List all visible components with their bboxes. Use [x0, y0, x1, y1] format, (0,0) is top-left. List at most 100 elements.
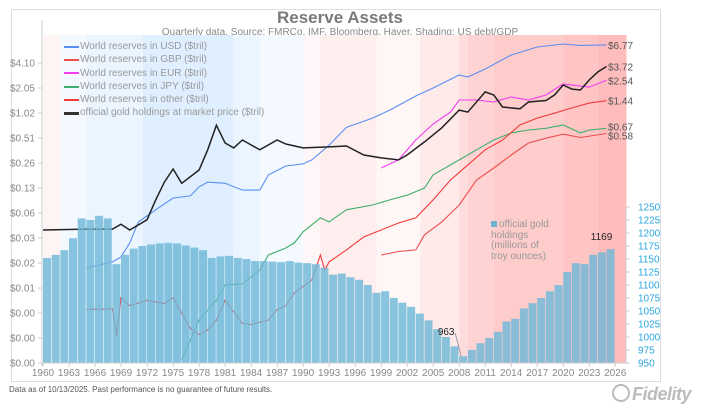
y2-tick-label: 1225 [638, 216, 661, 227]
x-tick-label: 1978 [188, 368, 211, 379]
chart-title: Reserve Assets [276, 8, 403, 27]
x-tick-label: 1984 [240, 368, 263, 379]
legend-label: World reserves in other ($tril) [80, 94, 209, 106]
y2-tick-label: 1075 [638, 294, 661, 305]
x-tick-label: 2011 [474, 368, 496, 379]
gold-holdings-bar [563, 272, 572, 363]
gold-holdings-bar [606, 249, 615, 363]
logo-text: Fidelity [632, 384, 692, 404]
gold-holdings-bar [77, 218, 86, 363]
y-tick-label: $0.51 [10, 134, 35, 145]
legend-label: official gold holdings at market price (… [80, 107, 265, 119]
y-tick-label: $0.02 [10, 259, 35, 270]
series-end-label: $0.58 [608, 132, 633, 143]
legend-swatch [64, 85, 79, 88]
gold-holdings-bar [389, 298, 398, 363]
legend-item-other: World reserves in other ($tril) [64, 93, 264, 106]
series-line-2 [380, 79, 607, 169]
y2-tick-label: 1250 [638, 203, 661, 214]
y2-tick-label: 1050 [638, 307, 661, 318]
gold-holdings-bar [459, 356, 468, 363]
shading-band [467, 35, 494, 363]
gold-holdings-bar [346, 277, 355, 363]
gold-holdings-bar [155, 243, 164, 363]
y2-tick-label: 1100 [638, 281, 660, 292]
series-end-label: $0.67 [608, 122, 633, 133]
series-end-label: $2.54 [608, 76, 633, 87]
gold-holdings-bar [424, 320, 433, 363]
y-tick-label: $0.01 [10, 284, 35, 295]
gold-holdings-bar [95, 215, 104, 363]
x-tick-label: 1960 [32, 368, 55, 379]
legend-item-eur: World reserves in EUR ($tril) [64, 67, 264, 80]
legend: World reserves in USD ($tril) World rese… [64, 40, 264, 120]
gold-holdings-bar [467, 350, 476, 363]
annotation-leader [454, 332, 462, 357]
bar-legend: official gold holdings (millions of troy… [491, 219, 571, 262]
x-tick-label: 1972 [136, 368, 159, 379]
gold-holdings-bar [233, 257, 242, 363]
gold-holdings-bar [519, 308, 528, 363]
gold-holdings-bar [441, 337, 450, 363]
gold-holdings-bar [597, 252, 606, 363]
legend-swatch [64, 45, 79, 48]
x-tick-label: 2023 [578, 368, 601, 379]
gold-holdings-bar [86, 220, 95, 363]
gold-holdings-bar [277, 262, 286, 363]
gold-holdings-bar [181, 245, 190, 363]
gold-holdings-bar [173, 243, 182, 363]
series-end-label: $6.77 [608, 41, 633, 52]
legend-item-gbp: World reserves in GBP ($tril) [64, 53, 264, 66]
gold-holdings-bar [103, 218, 112, 363]
fidelity-logo: Fidelity [612, 384, 692, 405]
x-tick-label: 2005 [422, 368, 445, 379]
gold-holdings-bar [69, 238, 78, 363]
globe-icon [612, 384, 630, 402]
legend-swatch [64, 111, 79, 115]
gold-holdings-bar [415, 313, 424, 363]
x-tick-label: 2026 [604, 368, 627, 379]
x-tick-label: 2020 [552, 368, 575, 379]
gold-holdings-bar [121, 254, 130, 363]
gold-holdings-bar [450, 346, 459, 363]
bar-legend-text: (millions of [491, 240, 539, 251]
gold-holdings-bar [381, 291, 390, 363]
y-tick-label: $0.26 [10, 159, 35, 170]
gold-holdings-bar [147, 244, 156, 363]
x-tick-label: 1981 [214, 368, 237, 379]
y2-tick-label: 1125 [638, 268, 660, 279]
bar-legend-text: holdings [491, 229, 529, 241]
gold-holdings-bar [190, 247, 199, 363]
gold-holdings-bar [355, 279, 364, 363]
gold-holdings-bar [493, 331, 502, 363]
gold-holdings-bar [502, 321, 511, 363]
gold-holdings-bar [138, 246, 147, 363]
gold-holdings-bar [537, 298, 546, 363]
gold-holdings-bar [337, 273, 346, 363]
gold-holdings-bar [199, 250, 208, 363]
gold-holdings-bar [129, 248, 138, 363]
legend-item-jpy: World reserves in JPY ($tril) [64, 80, 264, 93]
x-tick-label: 1987 [266, 368, 289, 379]
gold-holdings-bar [580, 264, 589, 363]
gold-holdings-bar [433, 329, 442, 363]
gold-holdings-bar [571, 263, 580, 363]
x-tick-label: 2014 [500, 368, 523, 379]
gold-holdings-bar [112, 264, 121, 363]
gold-holdings-bar [294, 262, 303, 363]
gold-holdings-bar [363, 285, 372, 363]
legend-label: World reserves in USD ($tril) [80, 41, 208, 52]
y2-tick-label: 975 [638, 346, 655, 357]
y-tick-label: $4.10 [10, 59, 35, 70]
series-end-label: $1.44 [608, 97, 633, 108]
y-tick-label: $1.02 [10, 109, 35, 120]
y2-tick-label: 1200 [638, 229, 661, 240]
legend-label: World reserves in EUR ($tril) [80, 67, 208, 79]
y-tick-label: $2.05 [10, 84, 35, 95]
gold-holdings-bar [51, 254, 60, 363]
gold-holdings-bar [407, 306, 416, 363]
legend-swatch [64, 58, 79, 61]
gold-holdings-bar [303, 263, 312, 363]
gold-holdings-bar [225, 255, 234, 363]
y2-tick-label: 1025 [638, 320, 661, 331]
